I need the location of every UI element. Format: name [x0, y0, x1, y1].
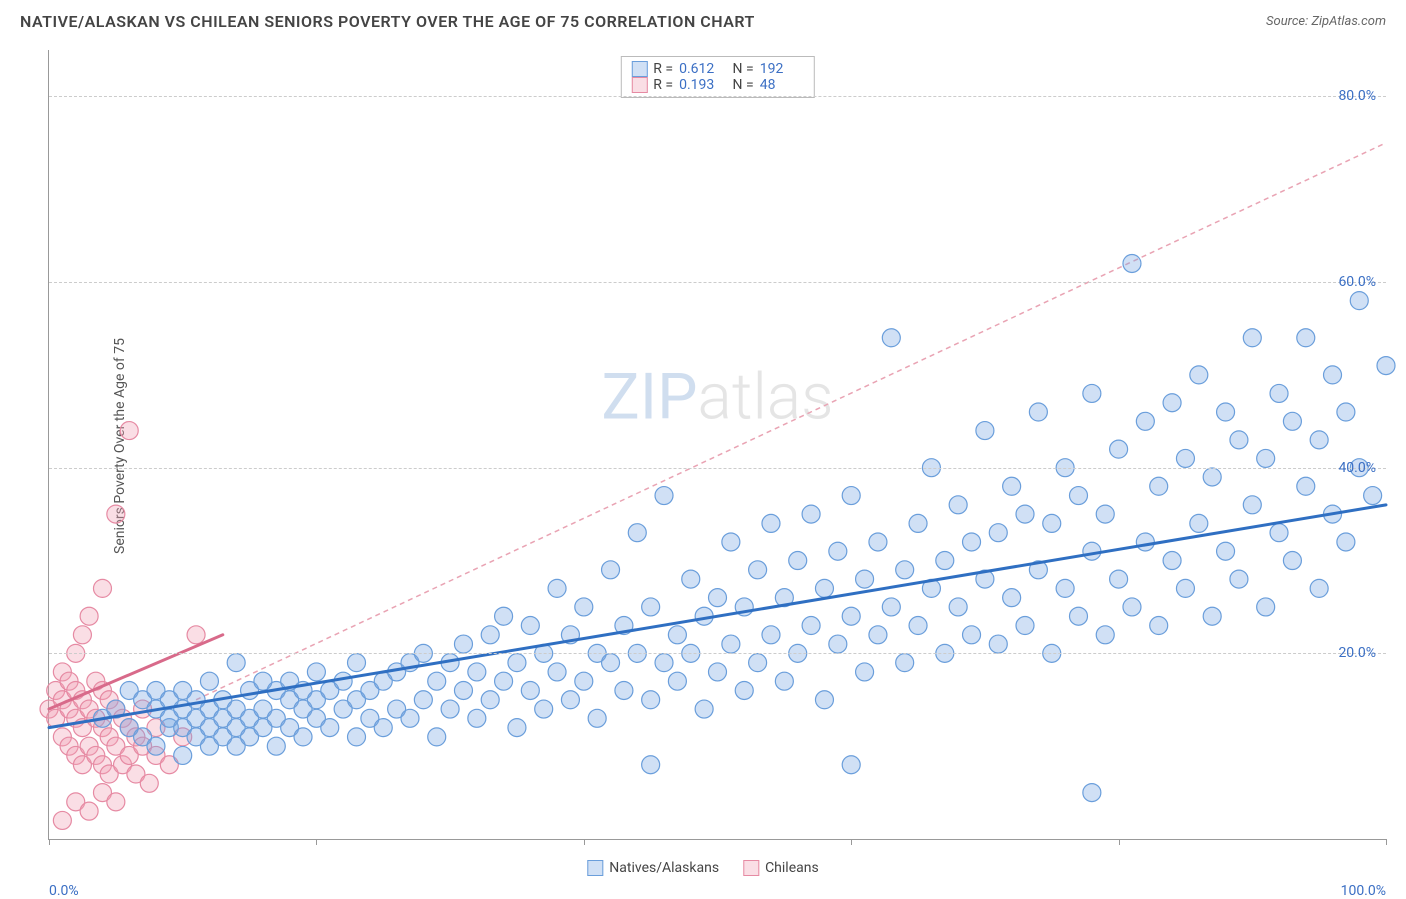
chart-plot-area: ZIPatlas R = 0.612 N = 192 R = 0.193 N =… — [48, 50, 1386, 840]
x-tick-label: 100.0% — [1341, 883, 1386, 899]
series-legend: Natives/Alaskans Chileans — [587, 860, 818, 876]
x-tick-label: 0.0% — [49, 883, 79, 899]
y-tick-label: 40.0% — [1338, 460, 1376, 476]
legend-item-chileans: Chileans — [743, 860, 819, 876]
swatch-natives-icon — [587, 860, 603, 876]
y-tick-label: 20.0% — [1338, 645, 1376, 661]
swatch-chileans-icon — [743, 860, 759, 876]
legend-item-natives: Natives/Alaskans — [587, 860, 719, 876]
chart-title: NATIVE/ALASKAN VS CHILEAN SENIORS POVERT… — [20, 12, 755, 31]
y-tick-label: 60.0% — [1338, 274, 1376, 290]
scatter-svg — [49, 50, 1386, 839]
source-attribution: Source: ZipAtlas.com — [1266, 14, 1386, 29]
y-tick-label: 80.0% — [1338, 88, 1376, 104]
